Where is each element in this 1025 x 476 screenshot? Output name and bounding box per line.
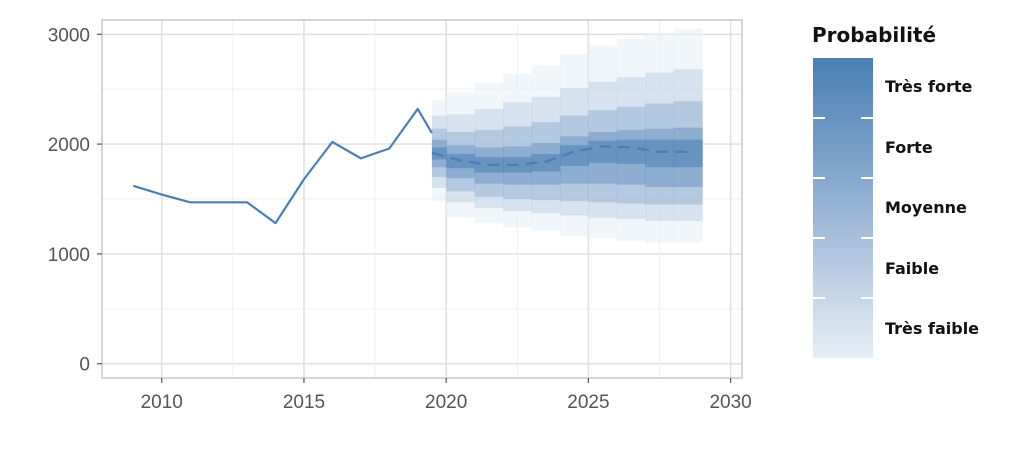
band-segment <box>588 140 618 163</box>
band-segment <box>616 139 646 164</box>
series-lines <box>132 107 688 225</box>
x-tick-label: 2025 <box>567 392 609 413</box>
x-tick-label: 2020 <box>425 392 467 413</box>
forecast-median-line <box>431 145 688 167</box>
band-segment <box>645 139 675 168</box>
legend-colorbar <box>813 58 873 358</box>
y-tick-label: 1000 <box>48 245 90 266</box>
probability-bands <box>431 28 703 243</box>
plot-panel-border <box>101 19 743 379</box>
legend-label: Très faible <box>885 319 979 338</box>
band-segment <box>673 139 703 168</box>
legend-label: Faible <box>885 259 939 278</box>
legend-label: Forte <box>885 138 933 157</box>
y-tick-label: 3000 <box>48 25 90 46</box>
legend-label: Très forte <box>885 77 972 96</box>
historical-line <box>132 107 433 225</box>
y-tick-label: 0 <box>79 355 90 376</box>
x-tick-label: 2015 <box>283 392 325 413</box>
legend: Probabilité Très forte Forte Moyenne Faible T… <box>812 23 979 358</box>
y-tick-label: 2000 <box>48 135 90 156</box>
x-tick-label: 2010 <box>141 392 183 413</box>
x-tick-label: 2030 <box>709 392 751 413</box>
axis-ticks: 0 1000 2000 3000 2010 2015 2020 2025 2030 <box>48 25 752 413</box>
legend-label: Moyenne <box>885 198 967 217</box>
legend-title: Probabilité <box>812 23 936 47</box>
